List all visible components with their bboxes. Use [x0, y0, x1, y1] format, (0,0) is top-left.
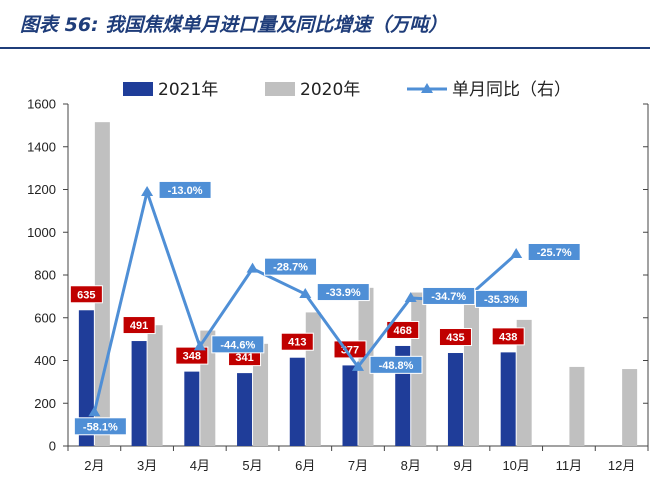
x-tick-label: 11月	[556, 458, 583, 473]
x-tick-label: 6月	[295, 458, 315, 473]
bar-value-label: 413	[288, 337, 306, 349]
bar-2020	[358, 287, 374, 446]
x-tick-label: 5月	[242, 458, 262, 473]
legend-swatch-2020	[265, 82, 295, 96]
x-tick-label: 10月	[502, 458, 529, 473]
yoy-value-label: -58.1%	[83, 421, 118, 433]
yoy-value-label: -35.3%	[484, 294, 519, 306]
yoy-value-label: -33.9%	[326, 287, 361, 299]
chart-title: 图表 56: 我国焦煤单月进口量及同比增速（万吨）	[20, 14, 448, 36]
yoy-point-marker	[352, 360, 364, 371]
yoy-point-marker	[88, 406, 101, 417]
yoy-value-label: -34.7%	[431, 291, 466, 303]
x-tick-label: 3月	[137, 458, 157, 473]
bar-2021	[342, 365, 358, 446]
y-tick-label: 1200	[27, 182, 56, 197]
bar-2020	[516, 319, 532, 446]
y-tick-label: 800	[34, 268, 56, 283]
bar-2020	[622, 369, 638, 446]
legend-label-yoy: 单月同比（右）	[452, 80, 571, 100]
bar-value-box	[122, 316, 156, 335]
bar-value-label: 635	[77, 289, 95, 301]
yoy-value-label: -28.7%	[273, 262, 308, 274]
bar-value-box	[280, 332, 314, 351]
bar-2021	[500, 352, 516, 446]
yoy-point-marker	[510, 247, 523, 258]
bar-2021	[447, 353, 463, 446]
title-underline	[0, 47, 650, 49]
bar-2020	[253, 343, 269, 446]
bar-2021	[131, 341, 147, 446]
y-tick-label: 0	[49, 439, 56, 454]
bar-2020	[463, 301, 479, 446]
bar-value-label: 348	[183, 351, 201, 363]
x-tick-label: 9月	[453, 458, 473, 473]
yoy-value-label: -48.8%	[379, 360, 414, 372]
x-tick-label: 12月	[608, 458, 635, 473]
yoy-value-label: -44.6%	[220, 339, 255, 351]
yoy-value-box	[73, 417, 127, 436]
bar-2020	[305, 312, 321, 446]
x-tick-label: 4月	[190, 458, 210, 473]
y-tick-label: 1000	[27, 225, 56, 240]
bar-value-box	[175, 346, 209, 365]
legend-label-2020: 2020年	[300, 80, 360, 100]
legend-marker-yoy	[421, 83, 433, 93]
y-tick-label: 400	[34, 353, 56, 368]
bar-2021	[184, 371, 200, 446]
bar-value-box	[438, 328, 472, 347]
yoy-value-box	[316, 283, 370, 302]
yoy-point-marker	[404, 291, 417, 302]
yoy-point-marker	[193, 340, 206, 351]
x-tick-label: 7月	[348, 458, 368, 473]
bar-value-label: 491	[130, 320, 148, 332]
bar-value-box	[491, 327, 525, 346]
yoy-value-box	[474, 289, 528, 308]
yoy-point-marker	[246, 262, 259, 273]
bar-value-label: 468	[394, 325, 412, 337]
bar-value-label: 435	[446, 332, 464, 344]
yoy-point-marker	[141, 185, 154, 196]
yoy-value-box	[264, 257, 318, 276]
bar-value-label: 438	[499, 331, 517, 343]
x-tick-label: 8月	[401, 458, 421, 473]
yoy-value-box	[527, 242, 581, 261]
bar-value-label: 341	[235, 352, 253, 364]
yoy-value-box	[369, 355, 423, 374]
y-tick-label: 1400	[27, 139, 56, 154]
bar-2021	[78, 310, 94, 446]
yoy-point-marker	[299, 288, 312, 299]
bar-2021	[237, 373, 253, 446]
bar-value-box	[69, 285, 103, 304]
yoy-value-box	[211, 335, 265, 354]
bar-2021	[289, 357, 305, 446]
legend-swatch-2021	[123, 82, 153, 96]
bar-2020	[147, 325, 163, 446]
yoy-value-label: -25.7%	[537, 247, 572, 259]
y-tick-label: 1600	[27, 97, 56, 112]
yoy-value-box	[158, 180, 212, 199]
y-tick-label: 200	[34, 396, 56, 411]
yoy-value-box	[422, 286, 476, 305]
yoy-value-label: -13.0%	[168, 185, 203, 197]
y-tick-label: 600	[34, 310, 56, 325]
x-tick-label: 2月	[84, 458, 104, 473]
legend-label-2021: 2021年	[158, 80, 218, 100]
bar-2020	[569, 366, 585, 446]
